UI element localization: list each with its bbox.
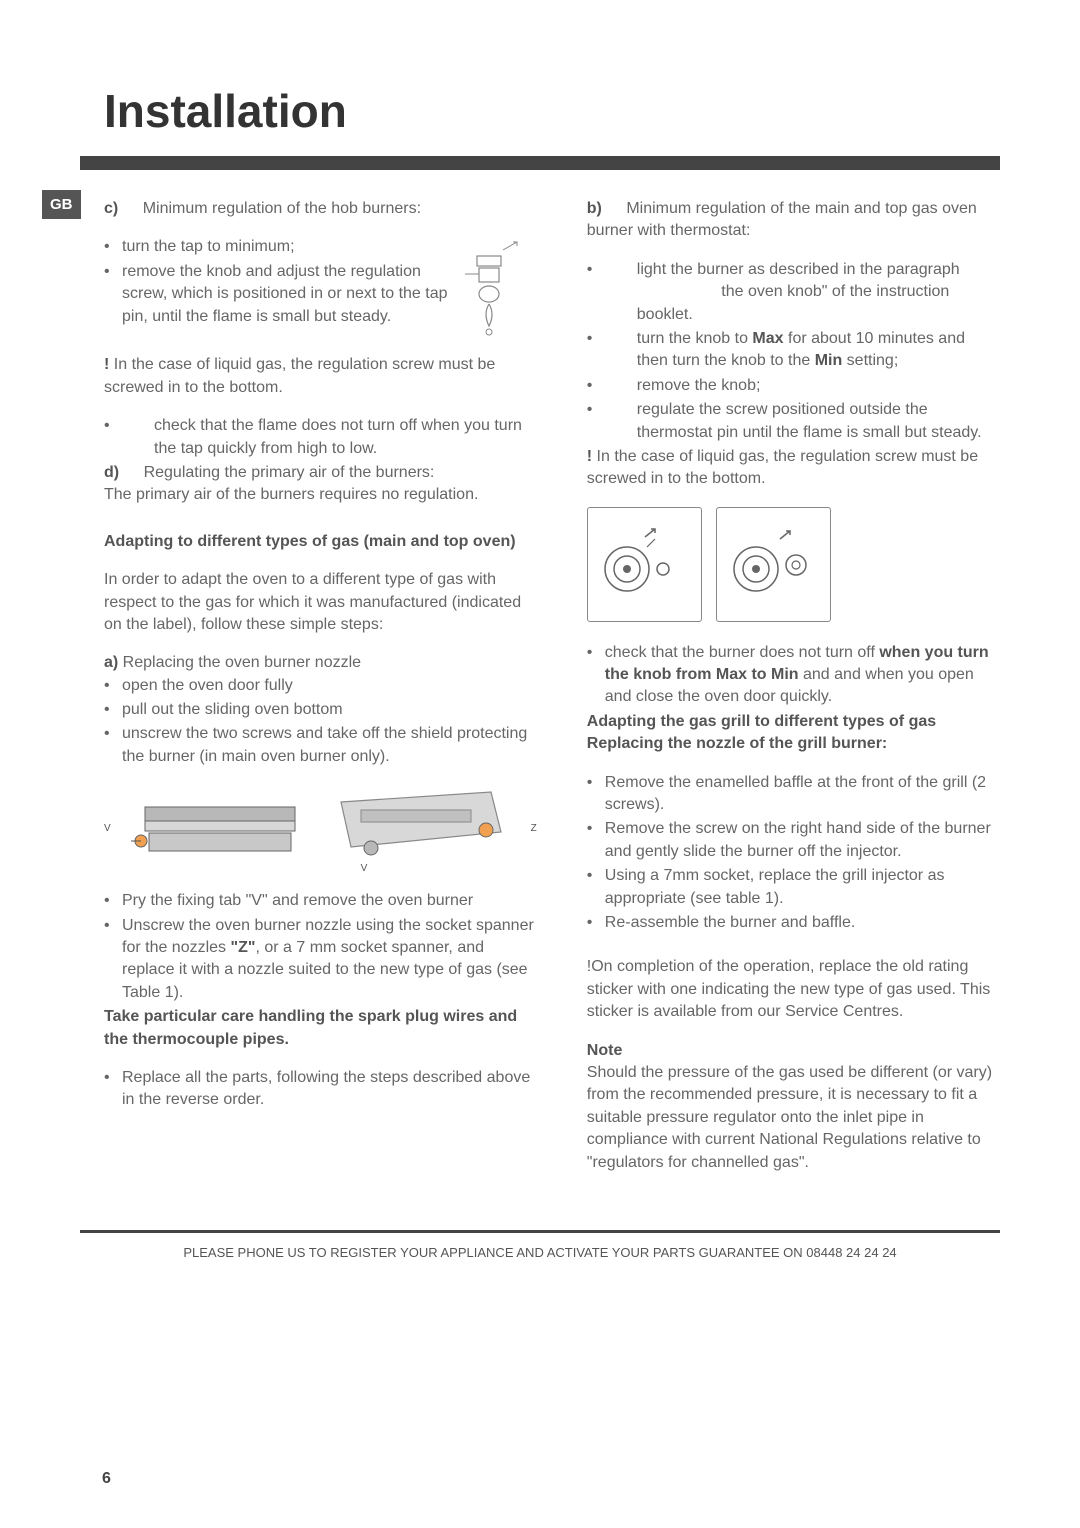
a-title: Replacing the oven burner nozzle	[118, 654, 361, 671]
bullet-row: •pull out the sliding oven bottom	[104, 699, 537, 721]
note-label: Note	[587, 1040, 1000, 1062]
bullet-row: •Using a 7mm socket, replace the grill i…	[587, 865, 1000, 910]
thermostat-illustration-1	[587, 507, 702, 622]
burner-illustration-1	[131, 789, 311, 869]
completion-note: !On completion of the operation, replace…	[587, 956, 1000, 1023]
bullet-row: •remove the knob;	[587, 375, 1000, 397]
burner-illustration-2	[331, 782, 511, 862]
gb-badge: GB	[42, 190, 81, 219]
c-bullets: • turn the tap to minimum; • remove the …	[104, 236, 453, 336]
d-text: The primary air of the burners requires …	[104, 486, 478, 503]
footer-divider	[80, 1230, 1000, 1233]
bullet-row: •light the burner as described in the pa…	[587, 259, 1000, 326]
v-label: V	[104, 822, 111, 836]
c-bullet-3: check that the flame does not turn off w…	[154, 415, 537, 460]
tap-illustration	[465, 236, 537, 336]
bullet-row: • check that the flame does not turn off…	[104, 415, 537, 460]
thermostat-illustrations	[587, 507, 1000, 622]
d-label: d)	[104, 464, 119, 481]
bullet-row: •Replace all the parts, following the st…	[104, 1067, 537, 1112]
b-title: Minimum regulation of the main and top g…	[587, 200, 977, 239]
page-title: Installation	[104, 84, 1000, 138]
adapting-intro: In order to adapt the oven to a differen…	[104, 569, 537, 636]
section-b-header: b) Minimum regulation of the main and to…	[587, 198, 1000, 243]
bullet-row: •regulate the screw positioned outside t…	[587, 399, 1000, 444]
section-a: a) Replacing the oven burner nozzle	[104, 652, 537, 674]
bullet-row: •Unscrew the oven burner nozzle using th…	[104, 915, 537, 1005]
grill-heading: Adapting the gas grill to different type…	[587, 711, 1000, 756]
note-text: Should the pressure of the gas used be d…	[587, 1062, 1000, 1174]
bullet-row: •Pry the fixing tab "V" and remove the o…	[104, 890, 537, 912]
section-d: d) Regulating the primary air of the bur…	[104, 462, 537, 507]
c-bullet-1: turn the tap to minimum;	[122, 236, 453, 258]
b-label: b)	[587, 200, 602, 217]
content-columns: c) Minimum regulation of the hob burners…	[104, 198, 1000, 1190]
bullet-row: • turn the tap to minimum;	[104, 236, 453, 258]
c-label: c)	[104, 200, 118, 217]
bullet-row: • remove the knob and adjust the regulat…	[104, 261, 453, 328]
title-divider	[80, 156, 1000, 170]
left-column: c) Minimum regulation of the hob burners…	[104, 198, 537, 1190]
a-label: a)	[104, 654, 118, 671]
adapting-heading: Adapting to different types of gas (main…	[104, 531, 537, 553]
bullet-row: •turn the knob to Max for about 10 minut…	[587, 328, 1000, 373]
liquid-gas-warning-right: ! In the case of liquid gas, the regulat…	[587, 446, 1000, 491]
bullet-row: •Re-assemble the burner and baffle.	[587, 912, 1000, 934]
footer-text: PLEASE PHONE US TO REGISTER YOUR APPLIAN…	[80, 1245, 1000, 1260]
burner-illustrations: V V Z	[104, 782, 537, 876]
liquid-gas-warning: ! In the case of liquid gas, the regulat…	[104, 354, 537, 399]
section-c-header: c) Minimum regulation of the hob burners…	[104, 198, 537, 220]
c-bullet-2: remove the knob and adjust the regulatio…	[122, 261, 453, 328]
bullet-row: •Remove the screw on the right hand side…	[587, 818, 1000, 863]
bullet-row: •check that the burner does not turn off…	[587, 642, 1000, 709]
bullet-row: •unscrew the two screws and take off the…	[104, 723, 537, 768]
care-warning: Take particular care handling the spark …	[104, 1006, 537, 1051]
d-title: Regulating the primary air of the burner…	[144, 464, 435, 481]
c-title: Minimum regulation of the hob burners:	[143, 200, 421, 217]
v-label-2: V	[361, 862, 368, 876]
thermostat-illustration-2	[716, 507, 831, 622]
section-c-body: • turn the tap to minimum; • remove the …	[104, 236, 537, 336]
page-number: 6	[102, 1470, 111, 1488]
bullet-row: •Remove the enamelled baffle at the fron…	[587, 772, 1000, 817]
bullet-row: •open the oven door fully	[104, 675, 537, 697]
right-column: b) Minimum regulation of the main and to…	[587, 198, 1000, 1190]
z-label: Z	[531, 822, 537, 836]
